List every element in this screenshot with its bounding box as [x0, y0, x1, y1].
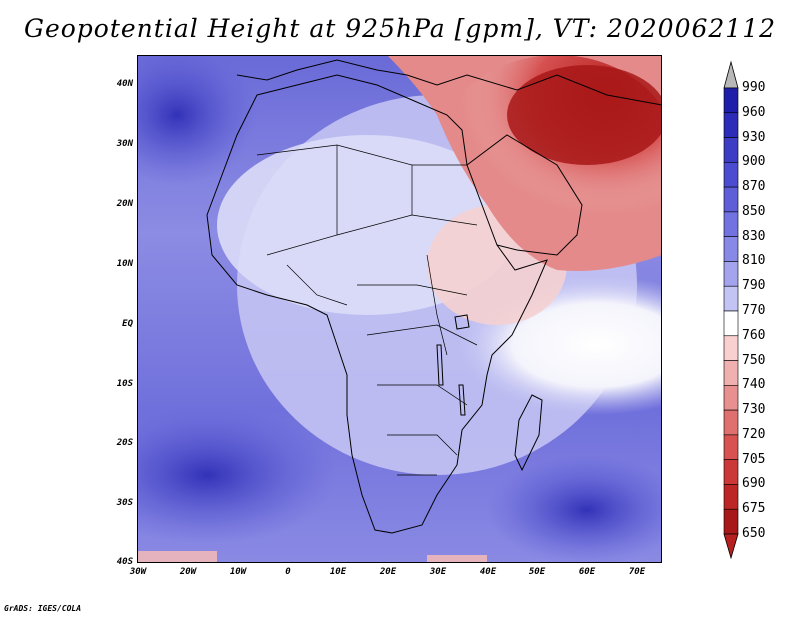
y-tick-label: 20N	[116, 199, 133, 209]
colorbar-segment	[723, 87, 739, 114]
colorbar-label: 650	[742, 526, 766, 541]
colorbar-label: 830	[742, 228, 766, 244]
colorbar-label: 760	[742, 327, 766, 343]
field-high-atlantic-s	[137, 405, 337, 545]
field-south-strip	[137, 551, 217, 563]
colorbar-label: 770	[742, 303, 766, 318]
colorbar-segment	[723, 508, 739, 535]
colorbar-label: 790	[742, 278, 766, 294]
europe-coastline	[236, 59, 662, 106]
x-tick-label: 60E	[578, 567, 596, 577]
map-title: Geopotential Height at 925hPa [gpm], VT:…	[23, 14, 777, 43]
colorbar-bottom-arrow	[723, 533, 739, 560]
colorbar-label: 930	[742, 129, 766, 145]
colorbar-segment	[723, 310, 739, 337]
colorbar-segment	[723, 484, 739, 510]
colorbar-label: 750	[742, 352, 766, 368]
x-tick-label: 30E	[429, 567, 447, 577]
field-high-atlantic-n	[137, 55, 257, 185]
colorbar-top-arrow	[723, 60, 739, 89]
colorbar-segment	[723, 335, 739, 361]
colorbar-segment	[723, 360, 739, 386]
x-tick-label: 10E	[329, 567, 347, 577]
colorbar-segment	[723, 459, 739, 485]
lake-victoria	[454, 314, 470, 330]
colorbar-segment	[723, 186, 739, 213]
x-tick-label: 70E	[628, 567, 646, 577]
x-tick-label: 20E	[379, 567, 397, 577]
colorbar-segment	[723, 434, 739, 460]
y-tick-label: 10S	[116, 379, 133, 389]
colorbar-label: 810	[742, 253, 766, 269]
y-tick-label: 30N	[116, 139, 133, 149]
colorbar-label: 720	[742, 426, 766, 442]
colorbar-label: 705	[742, 451, 766, 467]
colorbar-label: 690	[742, 476, 766, 492]
lake-malawi	[458, 384, 466, 416]
footer-credit: GrADS: IGES/COLA	[4, 604, 82, 613]
y-tick-label: EQ	[122, 319, 133, 329]
x-tick-label: 20W	[179, 567, 197, 577]
lake-tanganyika	[436, 344, 444, 386]
colorbar-segment	[723, 236, 739, 262]
colorbar-label: 730	[742, 402, 766, 418]
colorbar-label: 740	[742, 377, 766, 393]
colorbar-segment	[723, 261, 739, 287]
colorbar-segment	[723, 285, 739, 312]
arabia-coastline	[466, 134, 583, 256]
field-red-iran	[507, 65, 662, 165]
colorbar-segment	[723, 112, 739, 138]
field-high-indian	[487, 455, 662, 563]
colorbar-label: 850	[742, 203, 766, 219]
x-tick-label: 0	[285, 567, 291, 577]
colorbar-label: 960	[742, 104, 766, 120]
madagascar-coastline	[514, 394, 543, 472]
country-borders	[256, 144, 478, 476]
field-south-strip-2	[427, 555, 487, 563]
x-tick-label: 30W	[129, 567, 147, 577]
colorbar-label: 675	[742, 501, 766, 517]
map-plot	[137, 55, 662, 563]
y-tick-label: 40S	[116, 557, 133, 567]
y-tick-label: 10N	[116, 259, 133, 269]
map-frame	[137, 55, 662, 563]
y-tick-label: 30S	[116, 498, 133, 508]
colorbar-segment	[723, 137, 739, 163]
x-tick-label: 40E	[479, 567, 497, 577]
colorbar	[723, 60, 739, 560]
africa-coastline	[206, 74, 548, 534]
colorbar-segment	[723, 211, 739, 237]
colorbar-segment	[723, 385, 739, 411]
colorbar-label: 870	[742, 179, 766, 195]
x-tick-label: 50E	[528, 567, 546, 577]
y-tick-label: 20S	[116, 438, 133, 448]
colorbar-label: 900	[742, 154, 766, 170]
colorbar-label: 990	[742, 80, 766, 95]
colorbar-segment	[723, 162, 739, 188]
y-tick-label: 40N	[116, 79, 133, 89]
colorbar-segment	[723, 409, 739, 436]
x-tick-label: 10W	[229, 567, 247, 577]
